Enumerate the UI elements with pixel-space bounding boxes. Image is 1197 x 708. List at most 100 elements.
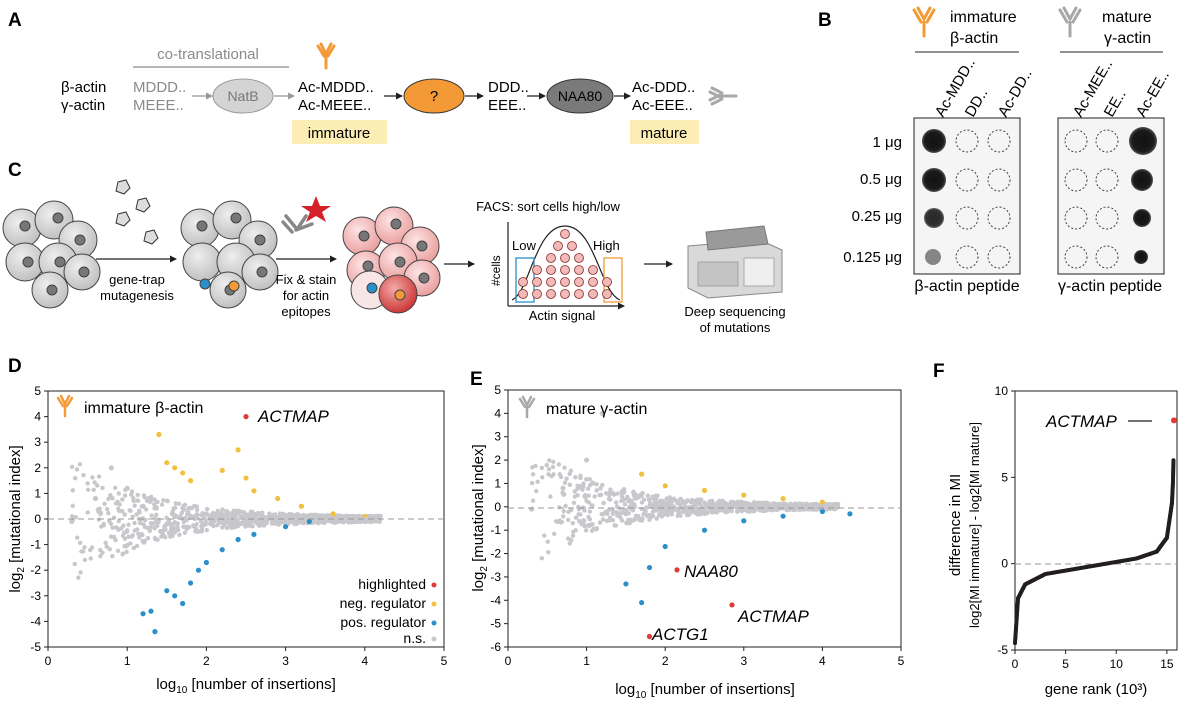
facs-ylabel: #cells — [489, 255, 503, 286]
data-point — [819, 508, 826, 515]
facs-high-label: High — [593, 238, 620, 253]
data-point-ns — [615, 491, 620, 496]
blot-dot — [1131, 169, 1153, 191]
y-tick-label: 1 — [494, 476, 501, 490]
data-point — [164, 460, 170, 466]
data-point — [69, 518, 75, 525]
x-tick-label: 5 — [441, 654, 448, 668]
data-point-ns — [762, 508, 767, 513]
data-point-ns — [143, 517, 148, 523]
b-row-2: 0.5 μg — [860, 171, 902, 188]
data-point — [729, 602, 735, 608]
data-point-ns — [552, 531, 557, 536]
y-tick-label: 5 — [34, 384, 41, 398]
data-point-ns — [163, 535, 168, 540]
data-point-ns — [557, 505, 562, 510]
data-point-ns — [604, 518, 610, 524]
mid-seq-2: EEE.. — [488, 97, 526, 114]
data-point-ns — [587, 482, 593, 488]
data-point-ns — [108, 534, 114, 539]
data-point-ns — [134, 527, 140, 532]
ab2-line1: mature — [1102, 9, 1152, 26]
data-point-ns — [643, 509, 648, 514]
data-point-ns — [288, 518, 293, 523]
data-point-ns — [231, 508, 236, 514]
ab1-line1: immature — [950, 9, 1017, 26]
data-point-ns — [756, 504, 761, 509]
d-axis-ticks: 0 1 2 3 4 5 5 4 3 2 1 0 -1 -2 -3 -4 -5 — [30, 384, 447, 668]
data-point-ns — [581, 522, 587, 528]
blot-dot — [1133, 209, 1151, 227]
data-point-ns — [229, 525, 234, 531]
f-xlabel: gene rank (10³) — [1045, 681, 1148, 698]
x-tick-label: 15 — [1160, 657, 1174, 671]
data-point-ns — [136, 508, 142, 514]
x-tick-label: 4 — [819, 654, 826, 668]
panel-e: E 0 1 2 3 4 5 5 4 3 2 1 0 -1 -2 -3 -4 -5 -6 mature γ-acti… — [470, 369, 905, 701]
e-scatter — [528, 410, 853, 640]
antibody-icon — [912, 6, 936, 38]
e-annotation-actmap: ACTMAP — [737, 607, 810, 626]
x-tick-label: 3 — [740, 654, 747, 668]
facs-title: FACS: sort cells high/low — [476, 199, 620, 214]
data-point — [623, 581, 629, 587]
data-point-ns — [835, 501, 841, 507]
data-point-ns — [194, 522, 199, 527]
data-point-ns — [337, 513, 343, 519]
immature-seq-2: Ac-MEEE.. — [298, 97, 371, 114]
data-point-ns — [625, 496, 630, 501]
step4-line1: Deep sequencing — [684, 304, 785, 319]
data-point-ns — [126, 522, 131, 527]
data-point — [140, 503, 146, 509]
data-point-ns — [560, 490, 565, 495]
data-point-ns — [346, 519, 352, 525]
y-tick-label: 2 — [494, 453, 501, 467]
data-point — [623, 511, 629, 517]
data-point-ns — [172, 514, 177, 520]
data-point — [741, 518, 747, 524]
y-tick-label: 4 — [494, 406, 501, 420]
data-point-ns — [555, 519, 560, 524]
cell-cluster-mutant — [180, 200, 279, 309]
data-point-ns — [558, 474, 564, 480]
data-point — [528, 506, 535, 512]
data-point-ns — [692, 509, 697, 515]
data-point-ns — [562, 465, 567, 470]
data-point-ns — [610, 518, 616, 523]
data-point-ns — [783, 503, 789, 509]
data-point-ns — [194, 529, 199, 534]
x-tick-label: 4 — [361, 654, 368, 668]
x-tick-label: 0 — [45, 654, 52, 668]
f-ylabel-top: difference in MI — [947, 474, 964, 576]
data-point-ns — [640, 490, 645, 496]
data-point-ns — [216, 515, 221, 521]
data-point-ns — [689, 498, 695, 503]
data-point-ns — [735, 506, 740, 511]
data-point-ns — [100, 485, 105, 491]
data-point-ns — [145, 525, 150, 531]
data-point-ns — [710, 503, 715, 508]
natb-enzyme — [212, 78, 274, 114]
data-point — [108, 465, 114, 471]
data-point-ns — [619, 491, 625, 496]
data-point-ns — [132, 520, 137, 526]
data-point-ns — [573, 515, 579, 520]
data-point-ns — [630, 504, 636, 510]
data-point-ns — [654, 516, 659, 521]
data-point-ns — [110, 496, 115, 501]
data-point-ns — [550, 464, 556, 470]
data-point-ns — [718, 500, 723, 505]
data-point-ns — [631, 493, 637, 498]
data-point-ns — [597, 492, 602, 498]
data-point-ns — [648, 502, 654, 507]
data-point-ns — [562, 480, 568, 485]
data-point-ns — [249, 510, 254, 516]
y-tick-label: -2 — [490, 547, 501, 561]
data-point-ns — [366, 514, 372, 520]
data-point-ns — [164, 498, 170, 504]
data-point — [701, 527, 708, 533]
data-point-ns — [355, 517, 360, 522]
immature-highlight — [292, 120, 387, 144]
mid-seq-1: DDD.. — [488, 79, 529, 96]
data-point-ns — [116, 491, 121, 496]
